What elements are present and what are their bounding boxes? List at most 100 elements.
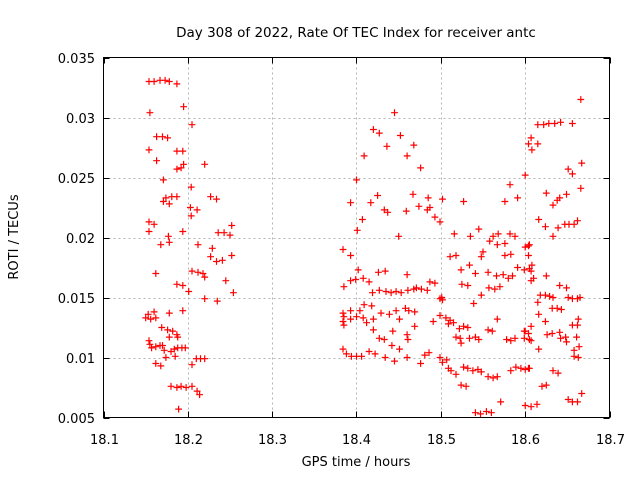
data-point bbox=[534, 121, 542, 129]
data-point bbox=[162, 194, 170, 202]
data-point bbox=[142, 314, 150, 322]
data-point bbox=[447, 367, 455, 375]
data-point bbox=[554, 224, 562, 232]
data-point bbox=[370, 326, 377, 334]
data-point bbox=[501, 252, 509, 259]
data-point bbox=[352, 276, 360, 283]
data-point bbox=[521, 243, 529, 251]
data-point bbox=[360, 301, 368, 309]
data-point bbox=[530, 274, 537, 282]
data-point bbox=[488, 409, 495, 417]
data-point bbox=[165, 232, 172, 240]
data-point bbox=[557, 118, 564, 126]
data-point bbox=[535, 310, 543, 318]
data-point bbox=[527, 337, 535, 345]
data-point bbox=[147, 315, 155, 323]
data-point bbox=[497, 398, 505, 406]
data-point bbox=[165, 238, 173, 246]
data-point bbox=[542, 223, 549, 231]
data-point bbox=[214, 229, 222, 237]
data-point bbox=[472, 270, 479, 277]
data-point bbox=[201, 160, 209, 168]
data-point bbox=[457, 266, 465, 274]
data-point bbox=[145, 146, 153, 154]
data-point bbox=[496, 283, 504, 291]
data-point bbox=[188, 267, 196, 275]
data-point bbox=[543, 331, 551, 339]
data-point bbox=[165, 309, 173, 317]
data-point bbox=[574, 321, 581, 329]
data-point bbox=[182, 384, 190, 391]
data-point bbox=[220, 229, 228, 237]
data-point bbox=[213, 297, 221, 305]
data-point bbox=[347, 315, 354, 323]
data-point bbox=[375, 334, 383, 342]
data-point bbox=[413, 284, 420, 292]
data-point bbox=[365, 278, 373, 286]
data-point bbox=[464, 324, 472, 331]
data-point bbox=[375, 129, 383, 137]
data-point bbox=[456, 334, 464, 342]
data-point bbox=[431, 279, 439, 287]
data-point bbox=[521, 366, 529, 373]
data-point bbox=[575, 343, 583, 351]
data-point bbox=[395, 232, 403, 240]
data-point bbox=[146, 109, 154, 117]
data-point bbox=[526, 241, 533, 249]
data-point bbox=[576, 294, 584, 301]
data-point bbox=[512, 363, 520, 371]
data-point bbox=[174, 333, 182, 341]
data-point bbox=[466, 334, 473, 342]
data-point bbox=[340, 313, 348, 321]
data-point bbox=[574, 398, 581, 406]
data-point bbox=[511, 334, 519, 342]
data-point bbox=[464, 282, 472, 289]
data-point bbox=[157, 241, 165, 249]
data-point bbox=[410, 141, 418, 149]
data-point bbox=[415, 202, 423, 210]
data-point bbox=[371, 350, 379, 358]
data-point bbox=[549, 201, 557, 209]
data-point bbox=[431, 213, 439, 221]
x-tick-label: 18.1 bbox=[90, 433, 119, 448]
data-point bbox=[528, 261, 536, 269]
data-point bbox=[520, 334, 528, 342]
data-point bbox=[506, 230, 514, 238]
data-point bbox=[157, 362, 165, 370]
data-point bbox=[426, 204, 434, 211]
data-point bbox=[340, 283, 348, 291]
data-point bbox=[213, 258, 220, 265]
data-point bbox=[564, 165, 572, 173]
data-point bbox=[164, 134, 171, 142]
data-point bbox=[368, 302, 376, 310]
data-point bbox=[403, 354, 411, 361]
data-point bbox=[426, 278, 434, 286]
data-point bbox=[564, 294, 572, 301]
data-point bbox=[501, 198, 509, 205]
data-point bbox=[546, 292, 553, 300]
data-point bbox=[179, 147, 187, 155]
data-point bbox=[222, 277, 230, 285]
data-point bbox=[409, 190, 417, 198]
data-point bbox=[525, 140, 532, 148]
data-point bbox=[403, 271, 411, 279]
data-point bbox=[153, 133, 160, 141]
data-point bbox=[405, 307, 413, 315]
data-point bbox=[374, 192, 381, 199]
data-point bbox=[185, 288, 193, 295]
data-point bbox=[339, 345, 347, 353]
y-tick-label: 0.03 bbox=[66, 112, 95, 127]
data-point bbox=[577, 184, 585, 192]
data-point bbox=[187, 183, 195, 191]
data-point bbox=[173, 280, 181, 288]
data-point bbox=[188, 121, 196, 129]
data-point bbox=[507, 337, 515, 345]
data-point bbox=[429, 318, 437, 325]
data-point bbox=[499, 271, 507, 279]
data-point bbox=[358, 352, 365, 360]
data-point bbox=[159, 342, 166, 349]
data-point bbox=[179, 282, 187, 289]
plot-border bbox=[103, 57, 610, 418]
data-point bbox=[194, 241, 202, 249]
